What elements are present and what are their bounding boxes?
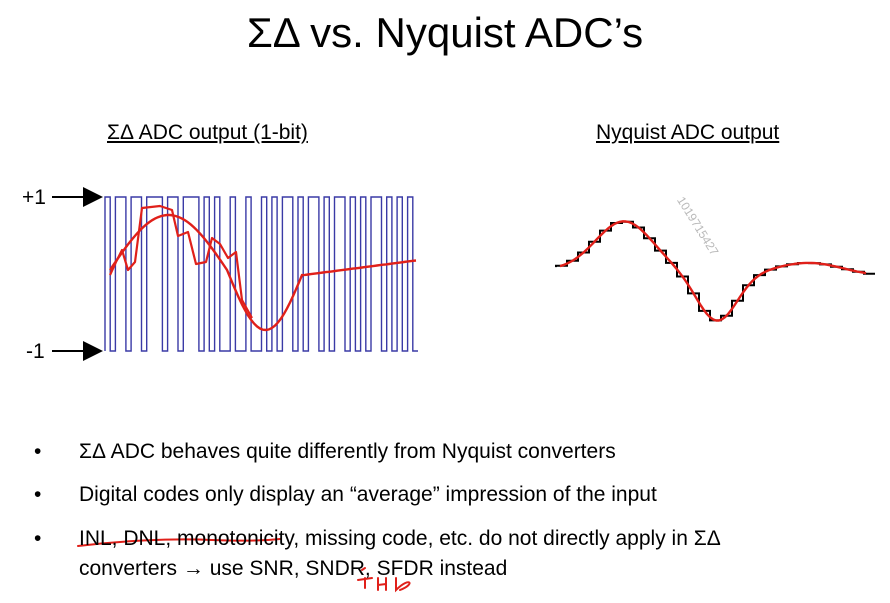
nyquist-analog-input-curve — [559, 220, 867, 322]
thd-handwritten-annotation — [357, 567, 411, 593]
plus-one-level-label: +1 — [22, 186, 46, 209]
nyquist-panel-title: Nyquist ADC output — [596, 121, 780, 144]
slide-title: ΣΔ vs. Nyquist ADC’s — [246, 9, 644, 56]
sigma-delta-panel-title: ΣΔ ADC output (1-bit) — [107, 121, 308, 144]
bullet-marker: • — [34, 440, 42, 463]
bullet-marker: • — [34, 483, 42, 506]
sigma-delta-average-waveform — [109, 213, 417, 332]
bullet-text: Digital codes only display an “average” … — [79, 483, 657, 506]
sigma-delta-filtered-waveform — [109, 204, 253, 319]
bullet-text: INL, DNL, monotonicity, missing code, et… — [79, 527, 721, 550]
bullet-text: ΣΔ ADC behaves quite differently from Ny… — [79, 440, 616, 463]
one-bit-square-wave — [104, 196, 418, 352]
minus-one-level-label: -1 — [26, 340, 45, 363]
bullet-text: converters → use SNR, SNDR, SFDR instead — [79, 557, 508, 580]
strikethrough-annotation — [77, 538, 281, 547]
bullet-marker: • — [34, 527, 42, 550]
nyquist-staircase-output — [555, 220, 875, 322]
